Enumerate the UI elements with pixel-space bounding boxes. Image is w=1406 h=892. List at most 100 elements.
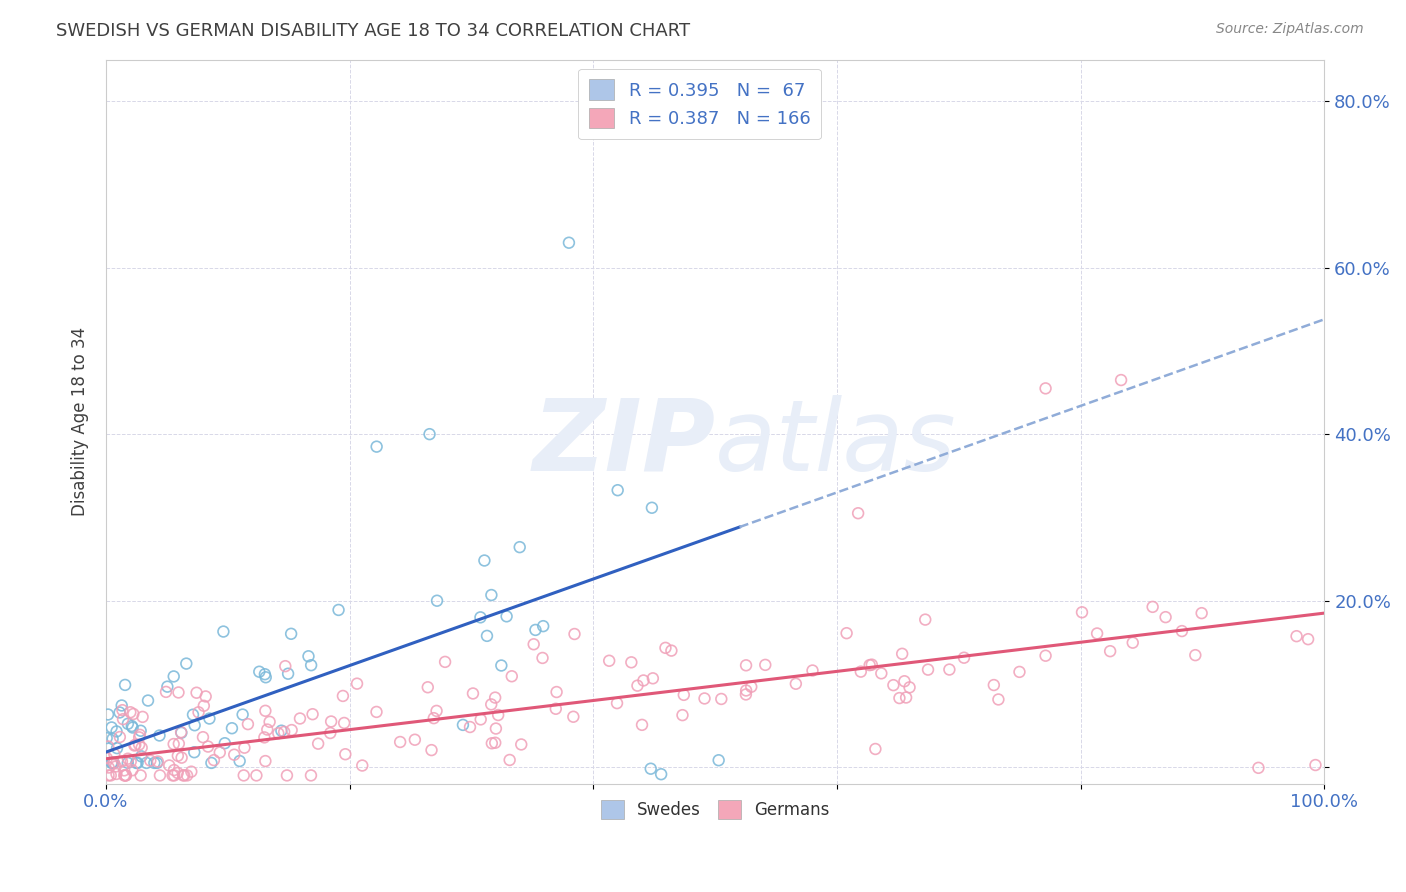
Point [671,708,693,723]
Point [100,721,122,735]
Point [97,760,120,774]
Point [321,714,343,729]
Point [214,736,236,750]
Point [1184,648,1206,662]
Point [914,613,936,627]
Point [129,728,152,742]
Point [166,766,188,780]
Point [416,680,439,694]
Point [620,656,643,670]
Point [146,755,169,769]
Point [661,643,683,657]
Point [97,739,120,754]
Point [849,665,872,679]
Point [253,731,276,745]
Point [117,716,139,731]
Point [232,768,254,782]
Point [1247,761,1270,775]
Point [167,685,190,699]
Point [127,756,149,770]
Point [1109,373,1132,387]
Point [544,702,567,716]
Point [105,724,128,739]
Point [735,688,758,702]
Point [346,676,368,690]
Point [170,725,193,739]
Point [101,731,124,746]
Point [1035,381,1057,395]
Point [129,768,152,782]
Point [423,711,446,725]
Point [124,738,146,752]
Point [163,737,186,751]
Point [170,750,193,764]
Point [97,768,120,782]
Point [125,756,148,770]
Point [299,768,322,782]
Point [297,649,319,664]
Point [232,707,254,722]
Point [212,624,235,639]
Point [389,735,412,749]
Point [112,768,135,782]
Point [470,712,492,726]
Point [707,753,730,767]
Point [247,665,270,679]
Point [846,506,869,520]
Point [1285,629,1308,643]
Point [461,686,484,700]
Point [987,692,1010,706]
Point [882,678,904,692]
Point [495,609,517,624]
Point [114,768,136,782]
Point [564,627,586,641]
Point [859,658,882,673]
Point [420,743,443,757]
Point [693,691,716,706]
Point [953,650,976,665]
Point [117,752,139,766]
Point [835,626,858,640]
Point [254,670,277,684]
Legend: Swedes, Germans: Swedes, Germans [593,794,837,826]
Point [267,726,290,740]
Point [131,740,153,755]
Point [274,659,297,673]
Point [606,483,628,498]
Point [740,680,762,694]
Point [117,756,139,770]
Text: atlas: atlas [716,395,956,491]
Point [115,768,138,782]
Point [101,756,124,770]
Point [319,726,342,740]
Point [103,747,125,762]
Point [270,723,292,738]
Point [332,689,354,703]
Point [785,677,807,691]
Point [917,663,939,677]
Point [335,747,357,762]
Point [562,710,585,724]
Point [111,755,134,769]
Point [1008,665,1031,679]
Point [301,707,323,722]
Point [484,736,506,750]
Point [938,663,960,677]
Point [1099,644,1122,658]
Point [122,706,145,721]
Point [894,690,917,705]
Point [254,754,277,768]
Point [121,763,143,777]
Point [366,705,388,719]
Point [100,756,122,770]
Point [426,704,449,718]
Point [546,685,568,699]
Point [108,730,131,744]
Point [280,723,302,737]
Point [105,767,128,781]
Point [149,768,172,782]
Point [1305,758,1327,772]
Point [650,767,672,781]
Point [181,707,204,722]
Point [501,669,523,683]
